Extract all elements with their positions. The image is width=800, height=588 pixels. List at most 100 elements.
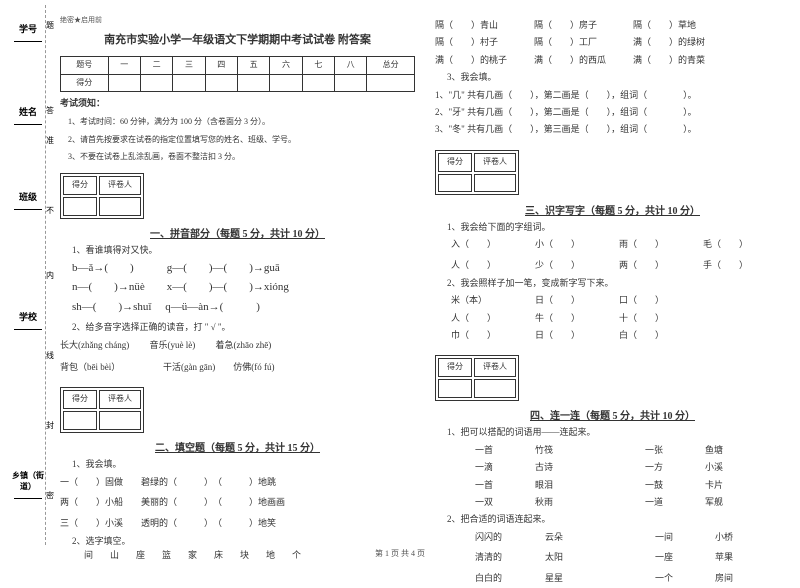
sb-label-xuehao: 学号	[19, 24, 37, 34]
s3c3-3: 白（ ）	[619, 328, 679, 342]
margin-char-7: 密	[46, 490, 54, 501]
notice-3: 3、不要在试卷上乱涂乱画，卷面不整洁扣 3 分。	[68, 151, 415, 164]
s3r1-4: 毛（ ）	[703, 237, 763, 251]
notice-2: 2、请首先按要求在试卷的指定位置填写您的姓名、班级、学号。	[68, 134, 415, 147]
p2-1-4: 一间	[655, 530, 695, 544]
s4-q2: 2、把合适的词语连起来。	[447, 512, 790, 526]
p2-3-4: 一个	[655, 571, 695, 585]
sb4-a: 得分	[438, 358, 472, 377]
p1-1-5: 鱼塘	[705, 443, 745, 457]
s2-f3: 三（ ）小溪 透明的（ ） （ ）地笑	[60, 516, 415, 530]
p1-2-1: 一滴	[475, 460, 515, 474]
pinyin-3: sh—( )→shuǐ q—ü—àn→( )	[72, 299, 415, 317]
th-9: 总分	[367, 56, 415, 74]
q3-title: 3、我会填。	[447, 70, 790, 84]
s1-q2: 2、给多音字选择正确的读音，打 " √ "。	[72, 320, 415, 334]
score-table: 题号 一 二 三 四 五 六 七 八 总分 得分	[60, 56, 415, 93]
rf-2: 隔（ ）村子 隔（ ）工厂 满（ ）的绿树	[435, 35, 790, 49]
binding-sidebar: 学号 姓名 班级 学校 乡镇（街道） 题 答 准 不 内 线 封 密	[8, 0, 53, 540]
q3-3: 3、"冬" 共有几画（ ），第三画是（ ），组词（ ）。	[435, 122, 790, 136]
pinyin-1: b—ǎ→( ) g—( )—( )→guā	[72, 260, 415, 278]
s3r1-2: 小（ ）	[535, 237, 595, 251]
th-7: 七	[302, 56, 334, 74]
p1-4-1: 一双	[475, 495, 515, 509]
s3-q2: 2、我会照样子加一笔，变成新字写下来。	[447, 276, 790, 290]
s3c1-3: 口（ ）	[619, 293, 679, 307]
s2-f1: 一（ ）固做 碧绿的（ ） （ ）地跳	[60, 475, 415, 489]
p1-3-5: 卡片	[705, 478, 745, 492]
section-1-title: 一、拼音部分（每题 5 分，共计 10 分）	[60, 227, 415, 243]
m1-2: 音乐(yuè lè)	[150, 340, 196, 350]
scorebox-2: 得分评卷人	[60, 387, 144, 433]
p1-3-4: 一鼓	[645, 478, 685, 492]
p2-1-1: 闪闪的	[475, 530, 525, 544]
margin-char-4: 内	[46, 270, 54, 281]
th-2: 二	[140, 56, 172, 74]
s2-q2: 2、选字填空。	[72, 534, 415, 548]
p1-4-2: 秋雨	[535, 495, 575, 509]
margin-char-2: 准	[46, 135, 54, 146]
scorebox-3: 得分评卷人	[435, 150, 519, 196]
p2-1-2: 云朵	[545, 530, 585, 544]
p2-1-5: 小桥	[715, 530, 755, 544]
p1-1-1: 一首	[475, 443, 515, 457]
sb-label-school: 学校	[19, 312, 37, 322]
s3c2-1: 人（ ）	[451, 311, 511, 325]
s3r2-4: 手（ ）	[703, 258, 763, 272]
sb-label-name: 姓名	[19, 107, 37, 117]
th-6: 六	[270, 56, 302, 74]
p1-2-5: 小溪	[705, 460, 745, 474]
q3-1: 1、"几" 共有几画（ ），第二画是（ ），组词（ ）。	[435, 88, 790, 102]
sb2-b: 评卷人	[99, 390, 141, 409]
s3c3-1: 巾（ ）	[451, 328, 511, 342]
rf-1: 隔（ ）青山 隔（ ）房子 隔（ ）草地	[435, 18, 790, 32]
classification: 绝密★启用前	[60, 15, 415, 26]
scorebox-1: 得分评卷人	[60, 173, 144, 219]
s3c1-2: 日（ ）	[535, 293, 595, 307]
m1-3: 着急(zhāo zhē)	[216, 340, 272, 350]
th-3: 三	[173, 56, 205, 74]
section-2-title: 二、填空题（每题 5 分，共计 15 分）	[60, 441, 415, 457]
page-content: 绝密★启用前 南充市实验小学一年级语文下学期期中考试试卷 附答案 题号 一 二 …	[60, 15, 790, 588]
s3r2-3: 两（ ）	[619, 258, 679, 272]
p2-3-2: 星星	[545, 571, 585, 585]
margin-char-6: 封	[46, 420, 54, 431]
sb-label-class: 班级	[19, 192, 37, 202]
p1-4-4: 一道	[645, 495, 685, 509]
th-0: 题号	[61, 56, 109, 74]
th-5: 五	[237, 56, 269, 74]
p1-3-2: 眼泪	[535, 478, 575, 492]
p1-2-2: 古诗	[535, 460, 575, 474]
m2-3: 干活(gàn gān) 仿佛(fó fú)	[163, 362, 274, 372]
p1-2-4: 一方	[645, 460, 685, 474]
sb3-a: 得分	[438, 153, 472, 172]
sb1-a: 得分	[63, 176, 97, 195]
sb3-b: 评卷人	[474, 153, 516, 172]
notice-1: 1、考试时间：60 分钟，满分为 100 分（含卷面分 3 分）。	[68, 116, 415, 129]
sb-label-town: 乡镇（街道）	[12, 471, 44, 491]
right-column: 隔（ ）青山 隔（ ）房子 隔（ ）草地 隔（ ）村子 隔（ ）工厂 满（ ）的…	[435, 15, 790, 588]
section-3-title: 三、识字写字（每题 5 分，共计 10 分）	[435, 204, 790, 220]
rf-3: 满（ ）的桃子 满（ ）的西瓜 满（ ）的青菜	[435, 53, 790, 67]
th-8: 八	[334, 56, 366, 74]
exam-title: 南充市实验小学一年级语文下学期期中考试试卷 附答案	[60, 32, 415, 50]
margin-char-1: 答	[46, 105, 54, 116]
p2-3-5: 房间	[715, 571, 755, 585]
row-label: 得分	[61, 74, 109, 92]
s3r2-1: 人（ ）	[451, 258, 511, 272]
page-footer: 第 1 页 共 4 页	[0, 548, 800, 559]
margin-char-3: 不	[46, 205, 54, 216]
th-1: 一	[108, 56, 140, 74]
s3-q1: 1、我会给下面的字组词。	[447, 220, 790, 234]
sb4-b: 评卷人	[474, 358, 516, 377]
p1-1-4: 一张	[645, 443, 685, 457]
m2-1: 背包（bēi bèi）	[60, 362, 116, 372]
s1-q1: 1、看谁填得对又快。	[72, 243, 415, 257]
s2-f2: 两（ ）小船 美丽的（ ） （ ）地画画	[60, 495, 415, 509]
s3c2-2: 牛（ ）	[535, 311, 595, 325]
s3r1-3: 雨（ ）	[619, 237, 679, 251]
s3c1-1: 米（本）	[451, 293, 511, 307]
s3r2-2: 少（ ）	[535, 258, 595, 272]
section-4-title: 四、连一连（每题 5 分，共计 10 分）	[435, 409, 790, 425]
q3-2: 2、"牙" 共有几画（ ），第二画是（ ），组词（ ）。	[435, 105, 790, 119]
